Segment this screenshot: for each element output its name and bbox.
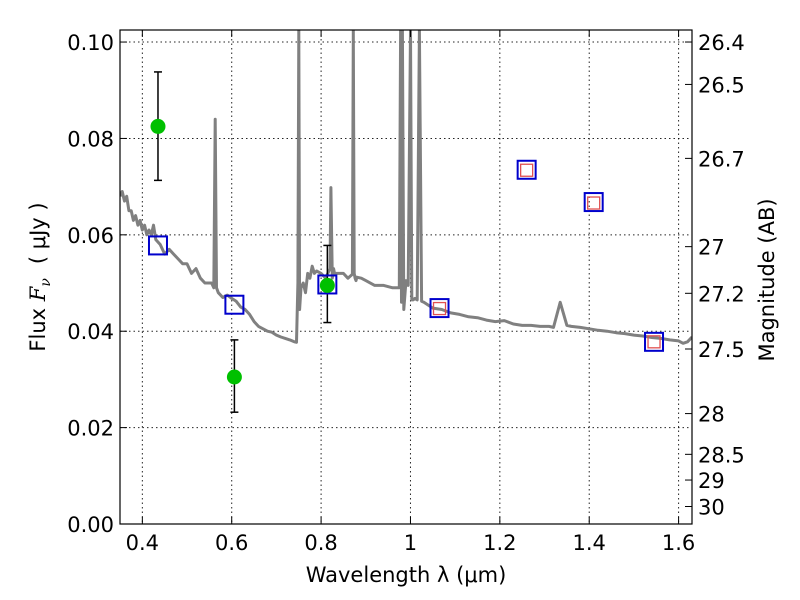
mag-tick-label: 29	[698, 469, 725, 493]
y-tick-label: 0.10	[67, 31, 114, 55]
y-axis-label-unit: ( μJy )	[26, 202, 50, 264]
y-axis-label-symbol: F	[26, 285, 50, 302]
x-axis-label: Wavelength λ (μm)	[306, 563, 507, 587]
mag-tick-label: 27	[698, 236, 725, 260]
y2-axis-label: Magnitude (AB)	[755, 198, 779, 361]
observed-red-square-point	[647, 335, 661, 349]
y-tick-label: 0.00	[67, 513, 114, 537]
mag-tick-label: 26.4	[698, 31, 745, 55]
observed-green-point	[150, 118, 166, 134]
x-tick-label: 1	[404, 531, 417, 555]
y-tick-label: 0.02	[67, 417, 114, 441]
model-square-point	[429, 298, 450, 319]
x-tick-label: 1.6	[662, 531, 695, 555]
grid	[120, 30, 692, 525]
model-square-point	[583, 192, 604, 213]
mag-tick-label: 27.2	[698, 282, 745, 306]
observed-red-square-point	[587, 196, 601, 210]
model-square-point	[147, 235, 168, 256]
model-square-point	[317, 274, 338, 295]
plot-frame	[119, 29, 693, 525]
observed-red-square-point	[432, 301, 447, 316]
observed-green-point	[319, 277, 335, 293]
y-axis-label-subscript: ν	[38, 278, 54, 287]
x-tick-label: 0.8	[304, 531, 337, 555]
observed-red-square-point	[520, 163, 534, 177]
mag-tick-label: 26.5	[698, 73, 745, 97]
x-tick-label: 0.4	[126, 531, 159, 555]
x-tick-label: 0.6	[215, 531, 248, 555]
x-tick-label: 1.2	[483, 531, 516, 555]
mag-tick-label: 28.5	[698, 443, 745, 467]
model-square-point	[516, 159, 537, 180]
y-tick-label: 0.08	[67, 127, 114, 151]
y-tick-label: 0.06	[67, 224, 114, 248]
sed-template	[120, 30, 692, 345]
observed-green-point	[226, 369, 242, 385]
y-axis-label-prefix: Flux	[26, 301, 50, 351]
x-tick-label: 1.4	[573, 531, 606, 555]
mag-tick-label: 28	[698, 403, 725, 427]
sed-template-line	[120, 30, 692, 345]
axis-ticks: 0.4 0.6 0.8 1 1.2 1.4 1.6 0.00 0.02 0.04 0.06 0.08 0…	[67, 30, 745, 555]
data-markers	[147, 71, 665, 413]
mag-tick-label: 26.7	[698, 147, 745, 171]
mag-tick-label: 30	[698, 496, 725, 520]
model-square-point	[644, 331, 665, 352]
y-axis-label: Flux Fν ( μJy )	[26, 202, 54, 351]
y-tick-label: 0.04	[67, 320, 114, 344]
mag-tick-label: 27.5	[698, 338, 745, 362]
model-square-point	[224, 294, 245, 315]
